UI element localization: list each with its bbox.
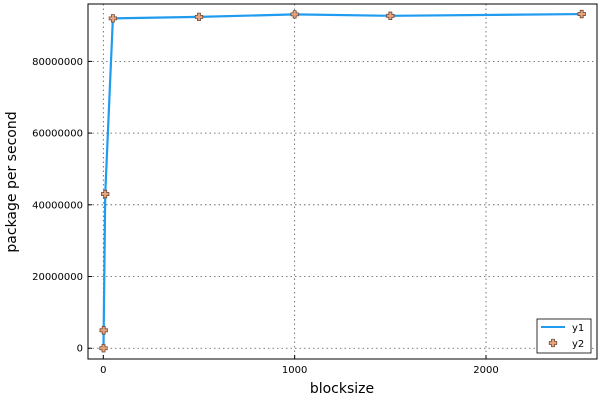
- plot-frame: [87, 3, 598, 360]
- data-point-y2: [101, 189, 110, 199]
- data-point-y2: [290, 10, 299, 19]
- data-point-y2: [194, 12, 204, 22]
- data-point-y2: [386, 11, 395, 20]
- series-line-y1: [102, 12, 582, 349]
- data-point-y2: [99, 326, 108, 335]
- legend-marker-icon: [548, 338, 558, 348]
- ticks: 0 1000 2000 0 20000000 40000000 60000000 800000…: [32, 57, 499, 376]
- y-axis-label: package per second: [4, 111, 20, 252]
- legend-label-y1: y1: [572, 323, 584, 334]
- x-tick-label: 1000: [282, 365, 307, 376]
- x-tick-label: 0: [100, 365, 106, 376]
- x-axis-label: blocksize: [310, 381, 374, 397]
- y-tick-label: 60000000: [32, 129, 83, 140]
- data-point-y2: [108, 14, 118, 23]
- legend-label-y2: y2: [572, 339, 584, 350]
- legend-marker-y2: [548, 338, 558, 348]
- y-tick-label: 80000000: [32, 57, 83, 68]
- legend: y1 y2: [536, 318, 592, 354]
- data-point-y2: [577, 9, 586, 19]
- series-layer: [99, 9, 586, 353]
- x-tick-label: 2000: [473, 365, 498, 376]
- y-tick-label: 40000000: [32, 200, 83, 211]
- grid: [88, 4, 597, 359]
- data-point-y2: [99, 344, 108, 353]
- y-tick-label: 0: [77, 344, 83, 355]
- legend-box: [536, 318, 592, 354]
- y-tick-label: 20000000: [32, 272, 83, 283]
